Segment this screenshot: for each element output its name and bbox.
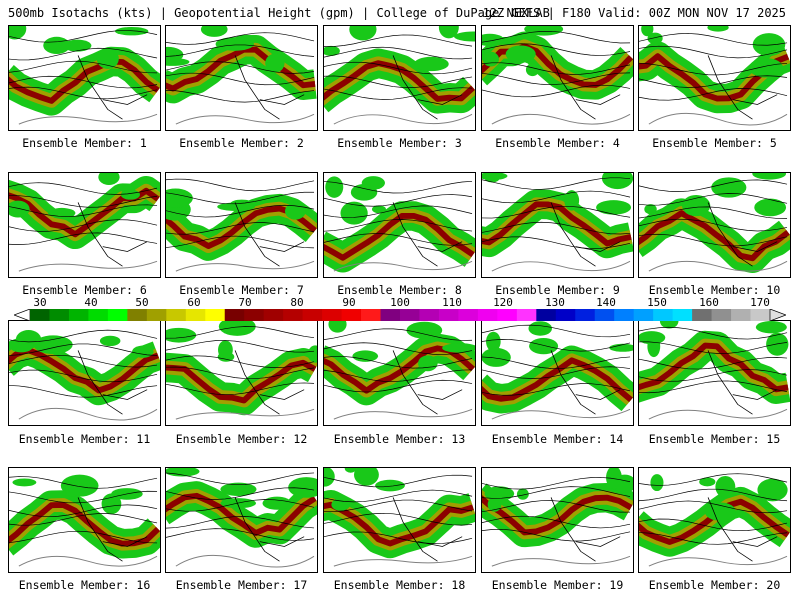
colorbar-swatch (555, 309, 576, 321)
ensemble-member-label: Ensemble Member: 6 (22, 283, 147, 297)
colorbar-tick-label: 150 (647, 296, 667, 309)
ensemble-member-map (323, 172, 476, 278)
valid-time: 12Z GEFS | F180 Valid: 00Z MON NOV 17 20… (482, 6, 786, 20)
colorbar-swatch (68, 309, 89, 321)
colorbar-tick-label: 50 (135, 296, 149, 309)
colorbar-tick-label: 120 (493, 296, 513, 309)
ensemble-member-label: Ensemble Member: 8 (337, 283, 462, 297)
colorbar-swatch (166, 309, 187, 321)
ensemble-member-map (638, 320, 791, 426)
colorbar-tick-label: 60 (187, 296, 201, 309)
ensemble-member-label: Ensemble Member: 10 (648, 283, 781, 297)
ensemble-member-label: Ensemble Member: 7 (179, 283, 304, 297)
colorbar-tick-label: 40 (84, 296, 98, 309)
ensemble-member-label: Ensemble Member: 12 (175, 432, 308, 446)
colorbar-tick-label: 140 (596, 296, 616, 309)
colorbar-swatch (107, 309, 128, 321)
colorbar-tick-label: 170 (750, 296, 770, 309)
ensemble-member-map (8, 25, 161, 131)
colorbar-min-arrow (14, 309, 31, 321)
colorbar-swatch (146, 309, 167, 321)
ensemble-member-map (165, 320, 318, 426)
ensemble-member-label: Ensemble Member: 11 (18, 432, 151, 446)
colorbar-swatch (477, 309, 498, 321)
ensemble-member-map (481, 25, 634, 131)
colorbar-tick-label: 110 (442, 296, 462, 309)
colorbar-swatch (224, 309, 245, 321)
ensemble-member-map (165, 172, 318, 278)
colorbar-swatch (205, 309, 226, 321)
ensemble-member-label: Ensemble Member: 19 (491, 578, 624, 592)
ensemble-member-label: Ensemble Member: 1 (22, 136, 147, 150)
ensemble-member-label: Ensemble Member: 3 (337, 136, 462, 150)
ensemble-member-label: Ensemble Member: 17 (175, 578, 308, 592)
colorbar-swatch (322, 309, 342, 321)
ensemble-member-map (481, 320, 634, 426)
colorbar-swatch (361, 309, 381, 321)
colorbar-swatch (30, 309, 50, 321)
colorbar-tick-label: 70 (238, 296, 252, 309)
ensemble-member-label: Ensemble Member: 16 (18, 578, 151, 592)
colorbar-tick-label: 80 (290, 296, 304, 309)
colorbar-swatch (458, 309, 479, 321)
ensemble-member-label: Ensemble Member: 13 (333, 432, 466, 446)
colorbar-swatch (400, 309, 420, 321)
ensemble-member-map (8, 172, 161, 278)
ensemble-member-label: Ensemble Member: 14 (491, 432, 624, 446)
colorbar-swatch (516, 309, 537, 321)
colorbar-tick-label: 100 (390, 296, 410, 309)
ensemble-member-label: Ensemble Member: 15 (648, 432, 781, 446)
ensemble-member-map (165, 25, 318, 131)
colorbar-swatch (497, 309, 518, 321)
colorbar-swatch (127, 309, 148, 321)
colorbar-swatch (672, 309, 693, 321)
colorbar-swatch (653, 309, 674, 321)
colorbar-tick-label: 160 (699, 296, 719, 309)
ensemble-member-map (638, 467, 791, 573)
ensemble-member-label: Ensemble Member: 18 (333, 578, 466, 592)
ensemble-member-map (323, 467, 476, 573)
colorbar-swatch (711, 309, 732, 321)
ensemble-member-map (8, 320, 161, 426)
ensemble-member-map (638, 25, 791, 131)
ensemble-member-map (8, 467, 161, 573)
colorbar-tick-label: 130 (545, 296, 565, 309)
colorbar-swatch (185, 309, 206, 321)
colorbar-swatch (380, 309, 401, 321)
ensemble-member-map (638, 172, 791, 278)
ensemble-member-label: Ensemble Member: 2 (179, 136, 304, 150)
ensemble-member-map (481, 172, 634, 278)
ensemble-member-map (165, 467, 318, 573)
colorbar-swatch (750, 309, 771, 321)
colorbar-swatch (244, 309, 265, 321)
ensemble-member-map (323, 25, 476, 131)
colorbar-swatch (692, 309, 712, 321)
colorbar-swatch (49, 309, 70, 321)
colorbar-tick-label: 30 (33, 296, 47, 309)
colorbar-swatch (731, 309, 751, 321)
colorbar-tick-label: 90 (342, 296, 356, 309)
ensemble-member-label: Ensemble Member: 20 (648, 578, 781, 592)
colorbar-max-arrow (769, 309, 786, 321)
colorbar-swatch (263, 309, 284, 321)
ensemble-member-map (481, 467, 634, 573)
ensemble-member-label: Ensemble Member: 4 (495, 136, 620, 150)
colorbar-swatch (594, 309, 615, 321)
ensemble-member-label: Ensemble Member: 5 (652, 136, 777, 150)
colorbar-swatch (341, 309, 362, 321)
chart-title: 500mb Isotachs (kts) | Geopotential Heig… (8, 6, 550, 20)
colorbar-swatch (302, 309, 323, 321)
colorbar-swatch (614, 309, 635, 321)
ensemble-member-label: Ensemble Member: 9 (495, 283, 620, 297)
colorbar-swatch (283, 309, 304, 321)
colorbar-swatch (575, 309, 596, 321)
colorbar-swatch (438, 309, 459, 321)
colorbar-swatch (419, 309, 440, 321)
colorbar-swatch (633, 309, 654, 321)
isotach-colorbar (14, 309, 786, 321)
ensemble-member-map (323, 320, 476, 426)
colorbar-swatch (536, 309, 557, 321)
colorbar-swatch (88, 309, 109, 321)
